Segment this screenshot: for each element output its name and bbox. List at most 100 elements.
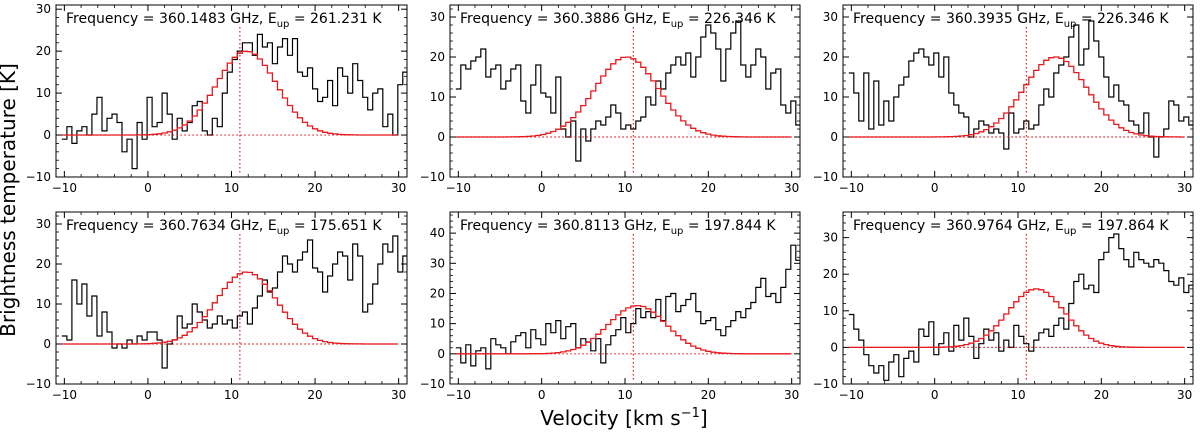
y-tick-label: 20: [36, 44, 51, 58]
panel-data-group: [455, 20, 800, 173]
y-tick-label: 10: [823, 90, 838, 104]
panel-title-suffix: = 226.346 K: [683, 11, 776, 27]
y-tick-label: 0: [830, 130, 838, 144]
x-tick-label: −10: [52, 388, 77, 402]
observed-spectrum-line: [848, 233, 1193, 381]
y-tick-label: 30: [430, 256, 445, 270]
x-tick-label: 30: [784, 181, 799, 195]
y-tick-label: 10: [430, 90, 445, 104]
x-tick-label: 10: [1010, 181, 1025, 195]
x-tick-label: 0: [144, 388, 152, 402]
y-tick-label: 30: [36, 2, 51, 16]
panel-title-prefix: Frequency = 360.3886 GHz, E: [460, 11, 671, 27]
x-axis-label-main: Velocity [km s: [540, 406, 680, 430]
panel-title-subscript: up: [1064, 19, 1077, 30]
y-tick-label: 20: [36, 257, 51, 271]
panel-title-subscript: up: [671, 19, 684, 30]
panels-group: −10 0 10 20 30 −10 0 10 20 30 Frequency = 360.1483…: [26, 2, 1194, 402]
x-tick-label: 20: [701, 181, 716, 195]
panel-frame: [55, 4, 408, 178]
panel-title-suffix: = 175.651 K: [289, 218, 382, 234]
panel-3: −10 0 10 20 30 −10 0 10 20 30 Frequency = 360.3935…: [813, 4, 1194, 195]
panel-data-group: [61, 234, 407, 380]
x-tick-label: 10: [617, 388, 632, 402]
panel-title-subscript: up: [277, 226, 290, 237]
panel-data-group: [455, 234, 800, 380]
x-tick-label: 30: [391, 388, 406, 402]
x-tick-label: 20: [701, 388, 716, 402]
panel-title-prefix: Frequency = 360.1483 GHz, E: [66, 11, 277, 27]
observed-spectrum-line: [455, 20, 800, 162]
panel-title-subscript: up: [1064, 226, 1077, 237]
panel-6: −10 0 10 20 30 −10 0 10 20 30 Frequency = 360.9764…: [813, 211, 1194, 402]
y-tick-label: 30: [36, 217, 51, 231]
panel-title-suffix: = 197.844 K: [683, 218, 776, 234]
y-tick-label: −10: [813, 377, 838, 391]
panel-1: −10 0 10 20 30 −10 0 10 20 30 Frequency = 360.1483…: [26, 2, 408, 195]
panel-frame: [842, 211, 1194, 385]
x-tick-label: 10: [1010, 388, 1025, 402]
x-tick-label: −10: [446, 388, 471, 402]
x-tick-label: −10: [839, 181, 864, 195]
y-tick-label: −10: [420, 170, 445, 184]
panel-title-suffix: = 261.231 K: [289, 11, 382, 27]
observed-spectrum-line: [455, 244, 800, 370]
panel-title-prefix: Frequency = 360.8113 GHz, E: [460, 218, 671, 234]
panel-frame: [842, 4, 1194, 178]
x-tick-label: 30: [391, 181, 406, 195]
x-tick-label: 0: [931, 181, 939, 195]
panel-data-group: [848, 233, 1193, 381]
model-spectrum-line: [61, 271, 398, 345]
x-tick-label: 30: [1177, 181, 1192, 195]
x-tick-label: 0: [144, 181, 152, 195]
x-axis-label: Velocity [km s−1]: [540, 406, 707, 430]
panel-5: −10 0 10 20 30 −10 0 10 20 30 40 Frequency = 360.81…: [420, 211, 801, 402]
x-tick-label: 20: [1094, 388, 1109, 402]
x-tick-label: −10: [52, 181, 77, 195]
panel-frame: [449, 4, 801, 178]
y-axis-label: Brightness temperature [K]: [0, 63, 20, 337]
y-tick-label: −10: [26, 170, 51, 184]
y-tick-label: 10: [823, 304, 838, 318]
y-tick-label: 20: [430, 286, 445, 300]
x-tick-label: 20: [307, 388, 322, 402]
model-spectrum-line: [455, 56, 791, 138]
y-tick-label: 20: [430, 50, 445, 64]
panel-data-group: [848, 20, 1193, 173]
y-tick-label: 30: [823, 231, 838, 245]
x-tick-label: 10: [224, 388, 239, 402]
panel-title-prefix: Frequency = 360.7634 GHz, E: [66, 218, 277, 234]
y-tick-label: 30: [430, 10, 445, 24]
x-tick-label: 30: [784, 388, 799, 402]
panel-title-prefix: Frequency = 360.9764 GHz, E: [853, 218, 1064, 234]
y-tick-label: 40: [430, 226, 445, 240]
panel-frame: [449, 211, 801, 385]
panel-title-suffix: = 226.346 K: [1076, 11, 1169, 27]
panel-4: −10 0 10 20 30 −10 0 10 20 30 Frequency = 360.7634…: [26, 211, 408, 402]
model-spectrum-line: [455, 304, 791, 355]
model-spectrum-line: [848, 288, 1184, 349]
model-spectrum-line: [61, 50, 398, 136]
x-tick-label: −10: [446, 181, 471, 195]
x-tick-label: 0: [538, 388, 546, 402]
x-tick-label: 10: [617, 181, 632, 195]
x-tick-label: −10: [839, 388, 864, 402]
y-tick-label: 0: [437, 130, 445, 144]
y-tick-label: 0: [437, 347, 445, 361]
panel-title: Frequency = 360.8113 GHz, Eup = 197.844 …: [460, 218, 776, 237]
x-tick-label: 10: [224, 181, 239, 195]
y-tick-label: 10: [36, 297, 51, 311]
x-tick-label: 20: [1094, 181, 1109, 195]
panel-title: Frequency = 360.9764 GHz, Eup = 197.864 …: [853, 218, 1169, 237]
y-tick-label: 20: [823, 50, 838, 64]
panel-data-group: [61, 27, 407, 173]
panel-title: Frequency = 360.3886 GHz, Eup = 226.346 …: [460, 11, 776, 30]
y-tick-label: 20: [823, 267, 838, 281]
panel-title: Frequency = 360.3935 GHz, Eup = 226.346 …: [853, 11, 1169, 30]
panel-title-subscript: up: [671, 226, 684, 237]
y-tick-label: 0: [830, 340, 838, 354]
y-tick-label: 10: [430, 317, 445, 331]
panel-title-prefix: Frequency = 360.3935 GHz, E: [853, 11, 1064, 27]
x-tick-label: 20: [307, 181, 322, 195]
